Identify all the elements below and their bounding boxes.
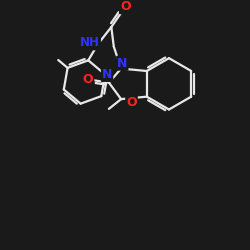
Text: N: N (117, 57, 128, 70)
Text: N: N (102, 68, 112, 81)
Text: NH: NH (80, 36, 100, 50)
Text: O: O (83, 73, 94, 86)
Text: O: O (120, 0, 130, 13)
Text: O: O (126, 96, 137, 109)
